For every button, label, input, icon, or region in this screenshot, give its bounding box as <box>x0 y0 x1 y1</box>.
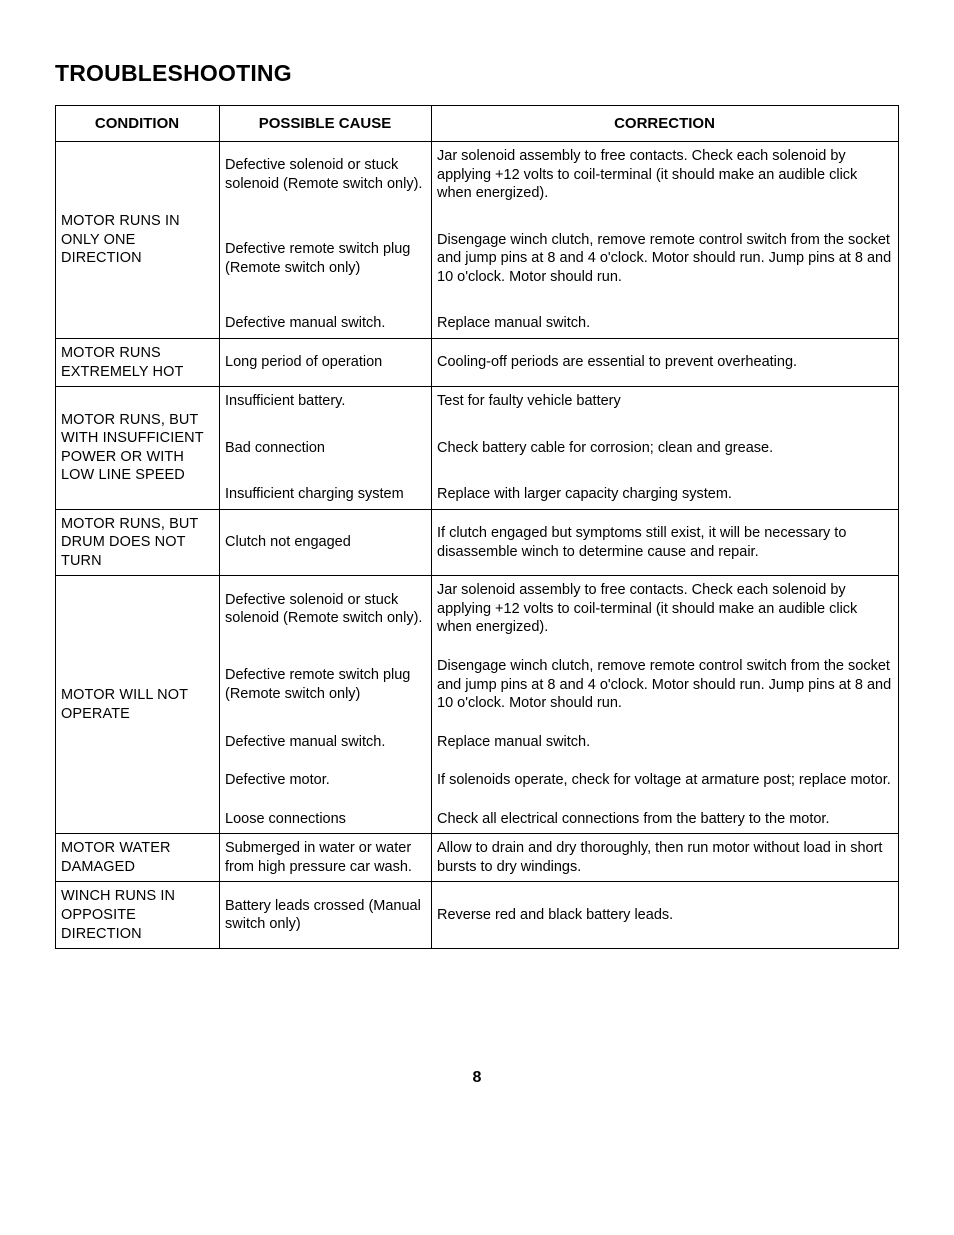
cause-cell: Defective remote switch plug (Remote swi… <box>220 652 432 718</box>
cause-cell: Battery leads crossed (Manual switch onl… <box>220 882 432 949</box>
correction-cell: Jar solenoid assembly to free contacts. … <box>432 576 899 642</box>
cause-cell: Insufficient charging system <box>220 480 432 509</box>
cause-cell: Defective remote switch plug (Remote swi… <box>220 226 432 292</box>
correction-cell: Cooling-off periods are essential to pre… <box>432 339 899 387</box>
cause-cell: Defective motor. <box>220 766 432 795</box>
table-header-row: CONDITION POSSIBLE CAUSE CORRECTION <box>56 106 899 142</box>
table-row: MOTOR RUNS IN ONLY ONE DIRECTIONDefectiv… <box>56 142 899 208</box>
correction-cell: Replace manual switch. <box>432 728 899 757</box>
correction-cell: Disengage winch clutch, remove remote co… <box>432 652 899 718</box>
cause-cell: Defective manual switch. <box>220 728 432 757</box>
condition-cell: WINCH RUNS IN OPPOSITE DIRECTION <box>56 882 220 949</box>
cause-cell: Insufficient battery. <box>220 387 432 416</box>
table-row: MOTOR RUNS, BUT WITH INSUFFICIENT POWER … <box>56 387 899 416</box>
correction-cell: If clutch engaged but symptoms still exi… <box>432 509 899 576</box>
correction-cell: Allow to drain and dry thoroughly, then … <box>432 834 899 882</box>
cause-cell: Defective solenoid or stuck solenoid (Re… <box>220 576 432 642</box>
correction-cell: Disengage winch clutch, remove remote co… <box>432 226 899 292</box>
correction-cell: Check battery cable for corrosion; clean… <box>432 434 899 463</box>
page-title: TROUBLESHOOTING <box>55 60 899 87</box>
condition-cell: MOTOR RUNS IN ONLY ONE DIRECTION <box>56 142 220 339</box>
table-row: MOTOR RUNS, BUT DRUM DOES NOT TURNClutch… <box>56 509 899 576</box>
col-header-cause: POSSIBLE CAUSE <box>220 106 432 142</box>
table-row: WINCH RUNS IN OPPOSITE DIRECTIONBattery … <box>56 882 899 949</box>
cause-cell: Defective manual switch. <box>220 309 432 338</box>
condition-cell: MOTOR RUNS EXTREMELY HOT <box>56 339 220 387</box>
condition-cell: MOTOR RUNS, BUT DRUM DOES NOT TURN <box>56 509 220 576</box>
troubleshooting-table: CONDITION POSSIBLE CAUSE CORRECTION MOTO… <box>55 105 899 949</box>
table-row: MOTOR WATER DAMAGEDSubmerged in water or… <box>56 834 899 882</box>
correction-cell: Check all electrical connections from th… <box>432 805 899 834</box>
cause-cell: Bad connection <box>220 434 432 463</box>
correction-cell: Replace with larger capacity charging sy… <box>432 480 899 509</box>
cause-cell: Loose connections <box>220 805 432 834</box>
correction-cell: Reverse red and black battery leads. <box>432 882 899 949</box>
correction-cell: If solenoids operate, check for voltage … <box>432 766 899 795</box>
page-number: 8 <box>55 1069 899 1087</box>
cause-cell: Submerged in water or water from high pr… <box>220 834 432 882</box>
correction-cell: Test for faulty vehicle battery <box>432 387 899 416</box>
correction-cell: Replace manual switch. <box>432 309 899 338</box>
condition-cell: MOTOR WATER DAMAGED <box>56 834 220 882</box>
correction-cell: Jar solenoid assembly to free contacts. … <box>432 142 899 208</box>
condition-cell: MOTOR RUNS, BUT WITH INSUFFICIENT POWER … <box>56 387 220 510</box>
cause-cell: Defective solenoid or stuck solenoid (Re… <box>220 142 432 208</box>
col-header-condition: CONDITION <box>56 106 220 142</box>
table-row: MOTOR WILL NOT OPERATEDefective solenoid… <box>56 576 899 642</box>
col-header-correction: CORRECTION <box>432 106 899 142</box>
table-row: MOTOR RUNS EXTREMELY HOTLong period of o… <box>56 339 899 387</box>
condition-cell: MOTOR WILL NOT OPERATE <box>56 576 220 834</box>
cause-cell: Long period of operation <box>220 339 432 387</box>
cause-cell: Clutch not engaged <box>220 509 432 576</box>
